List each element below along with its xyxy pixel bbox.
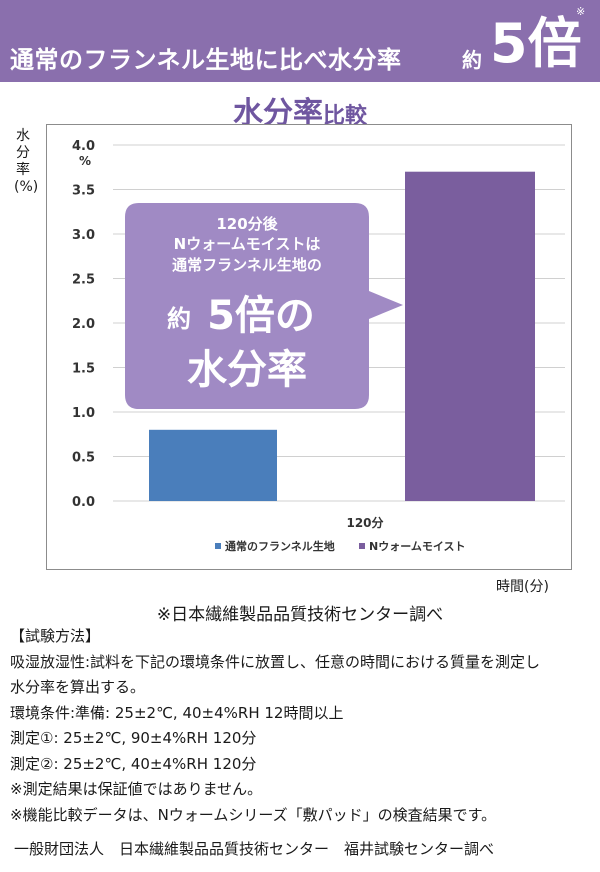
banner-approx: 約 [462, 48, 482, 72]
bar-n-warm-moist [405, 171, 535, 501]
legend-entry: Nウォームモイスト [369, 540, 466, 553]
method-line: 測定①: 25±2℃, 90±4%RH 120分 [10, 729, 257, 747]
legend-entry: 通常のフランネル生地 [225, 539, 335, 553]
x-tick-label: 120分 [346, 515, 383, 530]
method-line: 環境条件:準備: 25±2℃, 40±4%RH 12時間以上 [10, 703, 344, 722]
y-tick-label: 1.5 [72, 362, 95, 377]
y-tick-label: 0.5 [72, 451, 95, 466]
y-tick-label: 0.0 [72, 495, 95, 510]
bar-chart: 0.0 0.5 1.0 1.5 2.0 2.5 3.0 3.5 4.0% 120分通常のフランネル… [72, 139, 565, 553]
banner-headline: 通常のフランネル生地に比べ水分率 [10, 46, 402, 74]
method-line: 水分率を算出する。 [10, 678, 146, 696]
y-tick-label: 4.0 [72, 139, 95, 154]
legend-swatch [359, 543, 365, 549]
method-heading: 【試験方法】 [10, 627, 101, 645]
x-axis-unit: 時間(分) [496, 579, 549, 595]
legend-swatch [215, 543, 221, 549]
method-line: ※測定結果は保証値ではありません。 [10, 780, 263, 798]
y-tick-label: 2.0 [72, 317, 95, 332]
callout-bubble [125, 203, 403, 409]
method-line: ※機能比較データは、Nウォームシリーズ「敷パッド」の検査結果です。 [10, 805, 497, 824]
footer-credit: 一般財団法人 日本繊維製品品質技術センター 福井試験センター調べ [14, 840, 495, 858]
method-line: 吸湿放湿性:試料を下記の環境条件に放置し、任意の時間における質量を測定し [10, 652, 541, 671]
bar-regular-flannel [149, 429, 277, 501]
callout-big: 水分率 [187, 347, 307, 393]
chart-frame: 0.0 0.5 1.0 1.5 2.0 2.5 3.0 3.5 4.0% 120分 通常のフランネル… [46, 124, 572, 570]
y-tick-label: 3.5 [72, 184, 95, 199]
method-line: 測定②: 25±2℃, 40±4%RH 120分 [10, 754, 257, 773]
y-unit-label: % [79, 154, 91, 168]
y-axis-label: 水分率(%) [14, 128, 39, 195]
banner-multiplier: 5倍 [490, 12, 582, 75]
callout-approx: 約 [167, 305, 191, 333]
y-tick-label: 2.5 [72, 273, 95, 288]
callout-line: 通常フランネル生地の [172, 256, 322, 274]
y-tick-label: 1.0 [72, 406, 95, 421]
headline-banner: 通常のフランネル生地に比べ水分率 約 5倍 ※ [0, 0, 600, 82]
callout-line: 120分後 [216, 215, 278, 233]
banner-note-mark: ※ [576, 5, 586, 18]
y-tick-label: 3.0 [72, 228, 95, 243]
callout-line: Nウォームモイストは [174, 235, 321, 253]
test-method: 【試験方法】 吸湿放湿性:試料を下記の環境条件に放置し、任意の時間における質量を… [10, 624, 595, 828]
callout-big: 5倍の [207, 293, 315, 339]
source-note: ※日本繊維製品品質技術センター調べ [156, 605, 444, 625]
